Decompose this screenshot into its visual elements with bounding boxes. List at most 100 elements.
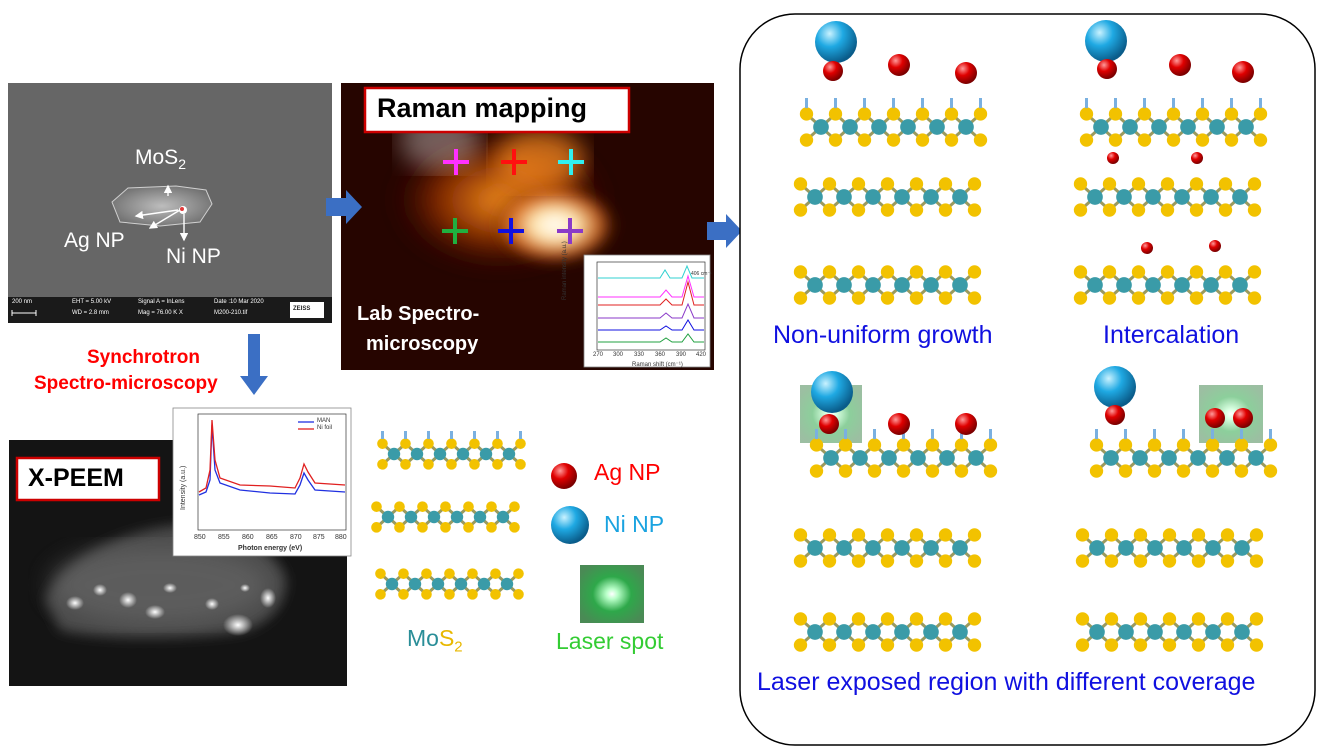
s-atom — [417, 501, 428, 512]
s-atom — [1108, 133, 1123, 147]
mo-atom — [1219, 450, 1235, 466]
s-atom — [421, 589, 432, 600]
legend-ag-np-label: Ag NP — [594, 459, 661, 485]
mo-atom — [1145, 277, 1161, 293]
mo-atom — [929, 119, 945, 135]
s-atom — [1102, 265, 1117, 279]
mos2-layer — [799, 98, 988, 147]
s-atom — [1249, 554, 1264, 568]
mo-atom — [910, 450, 926, 466]
ag-nanoparticle — [1209, 240, 1221, 252]
sem-footer-col2-l2: Mag = 76.00 K X — [138, 310, 183, 316]
ag-nanoparticle — [1191, 152, 1203, 164]
s-atom — [1249, 612, 1264, 626]
s-atom — [1075, 554, 1090, 568]
s-atom — [880, 638, 895, 652]
mo-atom — [431, 577, 445, 591]
mos2-layer — [1075, 612, 1264, 652]
s-atom — [469, 438, 480, 449]
sem-brand-logo: ZEISS — [293, 306, 311, 312]
s-atom — [1147, 438, 1162, 452]
s-atom — [375, 589, 386, 600]
mo-atom — [813, 119, 829, 135]
mo-atom — [958, 119, 974, 135]
s-atom — [463, 501, 474, 512]
ni-nanoparticle — [1094, 366, 1136, 408]
mo-atom — [1174, 277, 1190, 293]
ni-nanoparticle — [811, 371, 853, 413]
mo-atom — [852, 450, 868, 466]
s-atom — [793, 528, 808, 542]
s-atom — [1131, 291, 1146, 305]
s-atom — [880, 291, 895, 305]
s-atom — [1133, 638, 1148, 652]
cross-cyan — [558, 149, 584, 175]
mo-atom — [923, 624, 939, 640]
s-atom — [983, 464, 998, 478]
s-atom — [486, 522, 497, 533]
s-atom — [1118, 464, 1133, 478]
s-atom — [1218, 203, 1233, 217]
mo-atom — [1122, 119, 1138, 135]
s-atom — [896, 438, 911, 452]
mo-atom — [836, 540, 852, 556]
sem-footer-col3-l2: M200-210.tif — [214, 310, 248, 316]
s-atom — [1205, 438, 1220, 452]
s-atom — [793, 203, 808, 217]
mos2-layer — [375, 568, 524, 600]
s-atom — [799, 107, 814, 121]
mos2-layer — [793, 265, 982, 305]
s-atom — [828, 107, 843, 121]
s-atom — [1166, 107, 1181, 121]
s-atom — [467, 589, 478, 600]
mo-atom — [385, 577, 399, 591]
ag-nanoparticle — [888, 54, 910, 76]
s-atom — [377, 438, 388, 449]
s-atom — [880, 528, 895, 542]
s-atom — [469, 459, 480, 470]
legend-ni-np-label: Ni NP — [604, 511, 665, 537]
s-atom — [486, 501, 497, 512]
s-atom — [1195, 107, 1210, 121]
s-atom — [822, 612, 837, 626]
raman-title: Raman mapping — [377, 93, 588, 123]
s-atom — [938, 528, 953, 542]
s-atom — [915, 107, 930, 121]
s-atom — [851, 528, 866, 542]
s-atom — [793, 177, 808, 191]
mo-atom — [1087, 189, 1103, 205]
mo-atom — [427, 510, 441, 524]
mo-atom — [939, 450, 955, 466]
s-atom — [446, 459, 457, 470]
s-atom — [851, 203, 866, 217]
s-atom — [1189, 265, 1204, 279]
s-atom — [1073, 291, 1088, 305]
s-atom — [1089, 464, 1104, 478]
s-atom — [867, 438, 882, 452]
s-atom — [967, 177, 982, 191]
s-atom — [513, 589, 524, 600]
xpeem-inset-tick: 870 — [290, 534, 302, 541]
s-atom — [1189, 291, 1204, 305]
ag-nanoparticle — [1141, 242, 1153, 254]
sem-ag-np-label: Ag NP — [64, 229, 125, 252]
s-atom — [828, 133, 843, 147]
mo-atom — [387, 447, 401, 461]
s-atom — [909, 638, 924, 652]
mo-atom — [1132, 450, 1148, 466]
s-atom — [1249, 528, 1264, 542]
s-atom — [1160, 177, 1175, 191]
s-atom — [1189, 203, 1204, 217]
xpeem-legend-man: MAN — [317, 418, 331, 424]
s-atom — [1234, 464, 1249, 478]
legend-laser-spot-label: Laser spot — [556, 628, 664, 654]
s-atom — [793, 291, 808, 305]
s-atom — [1073, 177, 1088, 191]
s-atom — [444, 589, 455, 600]
ag-nanoparticle — [1097, 59, 1117, 79]
s-atom — [1133, 528, 1148, 542]
s-atom — [492, 459, 503, 470]
s-atom — [423, 438, 434, 449]
s-atom — [1160, 203, 1175, 217]
